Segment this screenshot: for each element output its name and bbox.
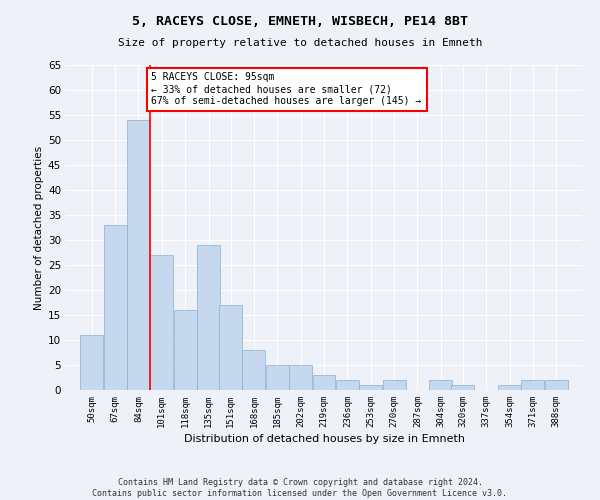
- Bar: [451, 385, 474, 390]
- Bar: [336, 380, 359, 390]
- X-axis label: Distribution of detached houses by size in Emneth: Distribution of detached houses by size …: [184, 434, 464, 444]
- Bar: [80, 335, 103, 390]
- Bar: [174, 310, 197, 390]
- Bar: [359, 385, 382, 390]
- Bar: [219, 305, 242, 390]
- Bar: [151, 255, 173, 390]
- Text: Size of property relative to detached houses in Emneth: Size of property relative to detached ho…: [118, 38, 482, 48]
- Bar: [266, 365, 289, 390]
- Bar: [104, 225, 127, 390]
- Bar: [313, 375, 335, 390]
- Bar: [127, 120, 150, 390]
- Bar: [498, 385, 521, 390]
- Bar: [545, 380, 568, 390]
- Bar: [289, 365, 312, 390]
- Bar: [383, 380, 406, 390]
- Bar: [197, 245, 220, 390]
- Bar: [242, 350, 265, 390]
- Text: 5 RACEYS CLOSE: 95sqm
← 33% of detached houses are smaller (72)
67% of semi-deta: 5 RACEYS CLOSE: 95sqm ← 33% of detached …: [151, 72, 422, 106]
- Bar: [430, 380, 452, 390]
- Text: Contains HM Land Registry data © Crown copyright and database right 2024.
Contai: Contains HM Land Registry data © Crown c…: [92, 478, 508, 498]
- Bar: [521, 380, 544, 390]
- Y-axis label: Number of detached properties: Number of detached properties: [34, 146, 44, 310]
- Text: 5, RACEYS CLOSE, EMNETH, WISBECH, PE14 8BT: 5, RACEYS CLOSE, EMNETH, WISBECH, PE14 8…: [132, 15, 468, 28]
